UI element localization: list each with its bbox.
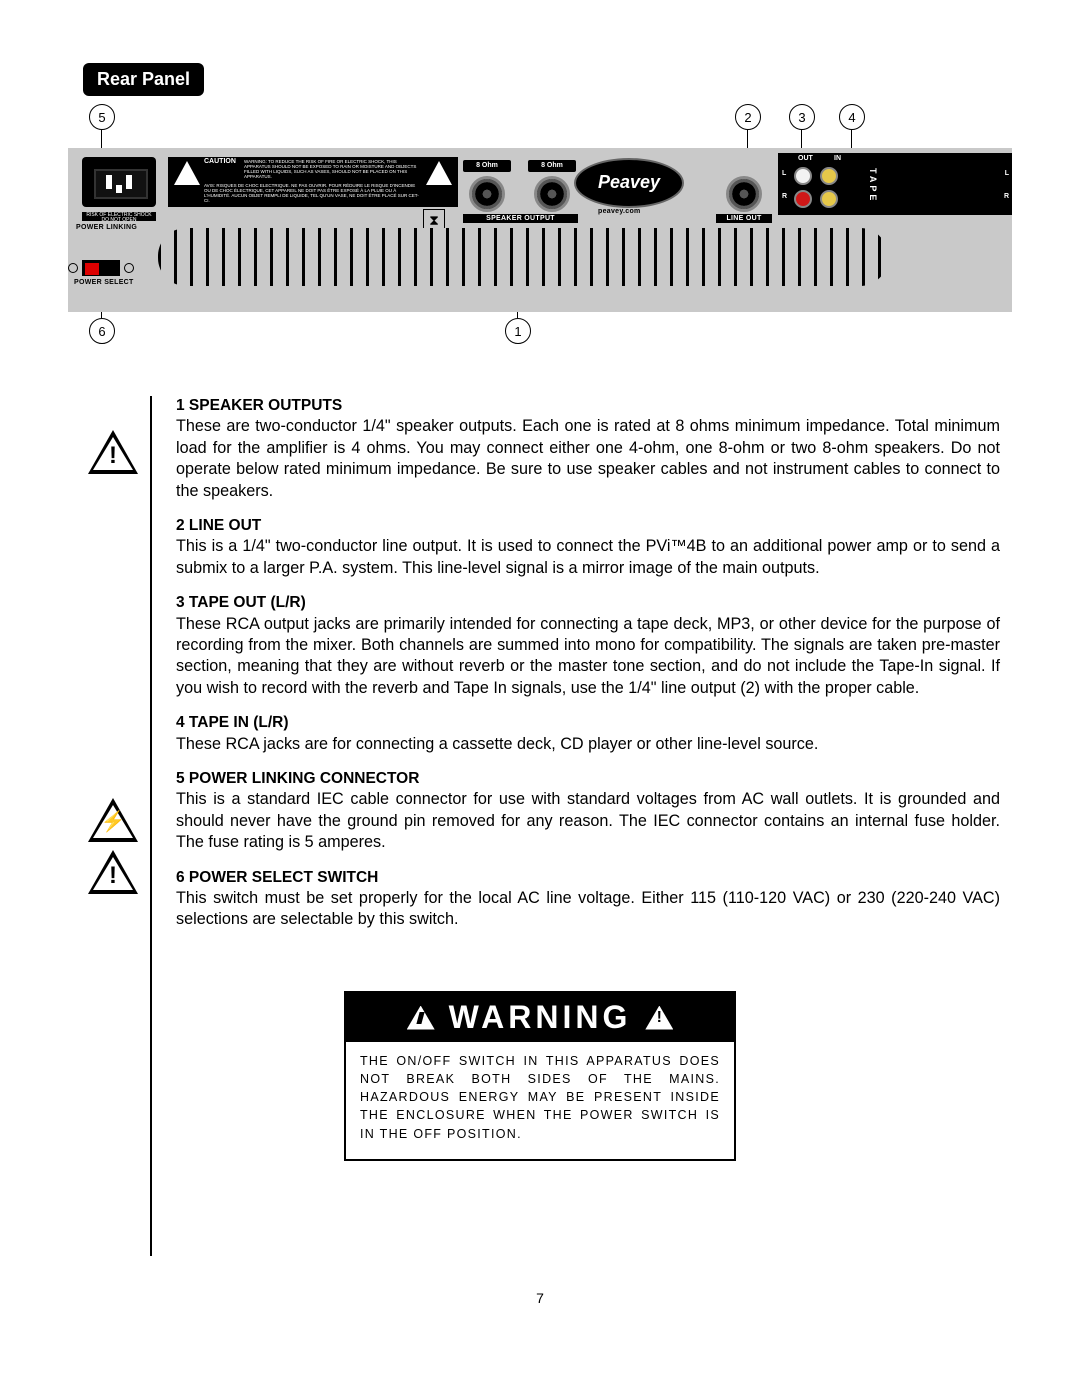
h-tape-out: 3 TAPE OUT (L/R) — [176, 593, 1000, 613]
shock-bolt-icon: ⚡ — [88, 809, 138, 834]
ohm-label-2: 8 Ohm — [528, 160, 576, 172]
tape-l-label-1: L — [782, 170, 786, 177]
callout-6: 6 — [89, 318, 115, 344]
warning-head: WARNING — [346, 993, 734, 1042]
p-power-select: This switch must be set properly for the… — [176, 888, 1000, 931]
h-speaker-outputs: 1 SPEAKER OUTPUTS — [176, 396, 1000, 416]
section-tab: Rear Panel — [83, 63, 204, 96]
rca-in-l-icon — [820, 167, 838, 185]
warning-body: THE ON/OFF SWITCH IN THIS APPARATUS DOES… — [346, 1042, 734, 1159]
caution-plate: CAUTION WARNING: TO REDUCE THE RISK OF F… — [168, 157, 458, 207]
speaker-jack-2-icon — [534, 176, 570, 212]
page-number: 7 — [0, 1290, 1080, 1306]
caution-avis-text: AVIS: RISQUES DE CHOC ELECTRIQUE. NE PAS… — [204, 183, 420, 203]
warning-bang-icon: ! — [88, 442, 138, 470]
callout-5: 5 — [89, 104, 115, 130]
tape-r-label-2: R — [1004, 193, 1009, 200]
h-tape-in: 4 TAPE IN (L/R) — [176, 713, 1000, 733]
warning-box: WARNING THE ON/OFF SWITCH IN THIS APPARA… — [344, 991, 736, 1161]
tape-block: OUT IN L R L R TAPE — [778, 153, 1012, 215]
h-power-linking: 5 POWER LINKING CONNECTOR — [176, 769, 1000, 789]
speaker-output-label: SPEAKER OUTPUT — [463, 214, 578, 223]
line-out-jack-icon — [726, 176, 762, 212]
tape-in-label: IN — [834, 155, 841, 162]
rear-panel-diagram: RISK OF ELECTRIC SHOCK DO NOT OPEN POWER… — [68, 148, 1012, 312]
content-divider — [150, 396, 152, 1256]
tape-side-label: TAPE — [868, 168, 878, 203]
callout-1: 1 — [505, 318, 531, 344]
rca-in-r-icon — [820, 190, 838, 208]
callout-2: 2 — [735, 104, 761, 130]
p-power-linking: This is a standard IEC cable connector f… — [176, 789, 1000, 853]
logo-url: peavey.com — [598, 208, 641, 215]
p-tape-in: These RCA jacks are for connecting a cas… — [176, 734, 1000, 755]
p-tape-out: These RCA output jacks are primarily int… — [176, 614, 1000, 700]
power-linking-label: POWER LINKING — [76, 224, 137, 231]
h-power-select: 6 POWER SELECT SWITCH — [176, 868, 1000, 888]
line-out-label: LINE OUT — [716, 214, 772, 223]
h-line-out: 2 LINE OUT — [176, 516, 1000, 536]
power-select-switch-icon — [82, 260, 120, 276]
speaker-jack-1-icon — [469, 176, 505, 212]
caution-warning-text: WARNING: TO REDUCE THE RISK OF FIRE OR E… — [244, 159, 420, 179]
ohm-label-1: 8 Ohm — [463, 160, 511, 172]
warning-head-bolt-icon — [407, 1006, 435, 1030]
callout-3: 3 — [789, 104, 815, 130]
warning-bang-2-icon: ! — [88, 862, 138, 890]
rca-out-l-icon — [794, 167, 812, 185]
tape-l-label-2: L — [1005, 170, 1009, 177]
tape-r-label-1: R — [782, 193, 787, 200]
caution-word: CAUTION — [204, 159, 236, 164]
p-speaker-outputs: These are two-conductor 1/4" speaker out… — [176, 416, 1000, 502]
p-line-out: This is a 1/4" two-conductor line output… — [176, 536, 1000, 579]
tape-out-label: OUT — [798, 155, 813, 162]
iec-connector-icon — [82, 157, 156, 207]
callout-4: 4 — [839, 104, 865, 130]
content-block: 1 SPEAKER OUTPUTS These are two-conducto… — [176, 396, 1000, 931]
vent-slots-icon — [158, 228, 888, 286]
warning-head-bang-icon — [645, 1006, 673, 1030]
peavey-logo-icon: Peavey — [574, 158, 684, 208]
rca-out-r-icon — [794, 190, 812, 208]
warning-head-text: WARNING — [449, 999, 632, 1036]
shock-label: RISK OF ELECTRIC SHOCK DO NOT OPEN — [82, 212, 156, 221]
power-select-label: POWER SELECT — [74, 279, 134, 286]
